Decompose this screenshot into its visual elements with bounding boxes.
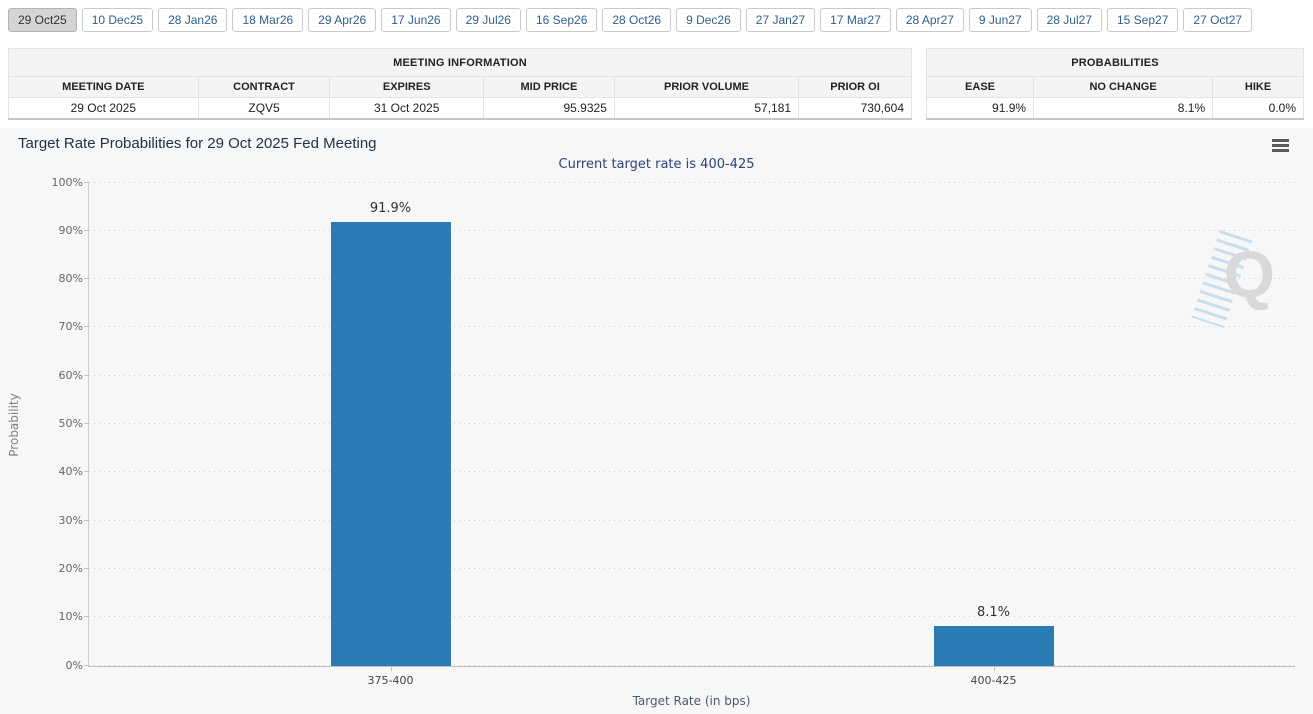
- meeting-tab-29-apr26[interactable]: 29 Apr26: [308, 8, 377, 32]
- meeting-tab-15-sep27[interactable]: 15 Sep27: [1107, 8, 1179, 32]
- prior-oi-value: 730,604: [798, 97, 912, 119]
- gridline: [89, 471, 1295, 473]
- gridline: [89, 664, 1295, 666]
- meeting-tab-28-jan26[interactable]: 28 Jan26: [158, 8, 228, 32]
- bar-value-label: 8.1%: [976, 605, 1011, 621]
- y-axis-tick-label: 30%: [58, 513, 83, 527]
- col-ease: EASE: [925, 76, 1035, 98]
- bar-375-400[interactable]: [330, 221, 451, 666]
- y-axis-tick: [84, 519, 89, 521]
- ease-value: 91.9%: [925, 97, 1035, 119]
- expires-value: 31 Oct 2025: [329, 97, 484, 119]
- col-no-change: NO CHANGE: [1033, 76, 1214, 98]
- gridline: [89, 278, 1295, 280]
- bar-400-425[interactable]: [933, 626, 1054, 666]
- col-contract: CONTRACT: [197, 76, 331, 98]
- gridline: [89, 326, 1295, 328]
- col-prior-volume: PRIOR VOLUME: [613, 76, 800, 98]
- x-axis-title: Target Rate (in bps): [632, 693, 751, 708]
- y-axis-tick-label: 40%: [58, 465, 83, 479]
- col-hike: HIKE: [1212, 76, 1304, 98]
- gridline: [89, 567, 1295, 569]
- y-axis-tick-label: 10%: [58, 610, 83, 624]
- y-axis-tick-label: 50%: [58, 417, 83, 430]
- meeting-information-table: MEETING INFORMATION MEETING DATE CONTRAC…: [8, 48, 912, 120]
- y-axis-tick-label: 80%: [58, 272, 83, 286]
- y-axis-tick: [84, 664, 89, 666]
- y-axis-tick: [84, 423, 89, 424]
- y-axis-tick-label: 90%: [58, 223, 83, 237]
- y-axis-tick: [84, 229, 89, 231]
- no-change-value: 8.1%: [1033, 97, 1214, 119]
- probabilities-title: PROBABILITIES: [926, 48, 1304, 77]
- gridline: [89, 374, 1295, 376]
- probabilities-row: 91.9% 8.1% 0.0%: [925, 97, 1304, 119]
- gridline: [89, 519, 1295, 521]
- meeting-tab-28-oct26[interactable]: 28 Oct26: [602, 8, 672, 32]
- meeting-date-value: 29 Oct 2025: [8, 97, 199, 119]
- hamburger-menu-icon[interactable]: [1272, 138, 1289, 154]
- x-axis-tick: [993, 665, 995, 671]
- col-meeting-date: MEETING DATE: [8, 76, 199, 98]
- meeting-tab-28-apr27[interactable]: 28 Apr27: [895, 8, 964, 32]
- chart-title: Target Rate Probabilities for 29 Oct 202…: [18, 134, 377, 152]
- meeting-information-title: MEETING INFORMATION: [8, 48, 912, 77]
- prior-volume-value: 57,181: [613, 97, 800, 119]
- meeting-tab-16-sep26[interactable]: 16 Sep26: [525, 8, 598, 32]
- mid-price-value: 95.9325: [482, 97, 615, 119]
- meeting-tab-17-jun26[interactable]: 17 Jun26: [381, 8, 451, 32]
- y-axis-tick: [84, 278, 89, 280]
- meeting-tab-27-oct27[interactable]: 27 Oct27: [1183, 8, 1253, 32]
- y-axis-tick-label: 100%: [51, 175, 83, 189]
- meeting-tab-bar: 29 Oct25 10 Dec25 28 Jan26 18 Mar26 29 Apr26…: [0, 0, 1313, 32]
- y-axis-tick: [84, 374, 89, 376]
- x-axis-tick: [390, 665, 392, 671]
- y-axis-tick-label: 0%: [65, 658, 83, 672]
- hike-value: 0.0%: [1212, 97, 1304, 119]
- meeting-tab-28-jul27[interactable]: 28 Jul27: [1036, 8, 1102, 32]
- meeting-tab-29-oct25[interactable]: 29 Oct25: [8, 8, 77, 32]
- col-prior-oi: PRIOR OI: [798, 76, 912, 98]
- watermark-q-icon: Q: [1223, 236, 1275, 311]
- chart-subtitle: Current target rate is 400-425: [558, 156, 755, 172]
- summary-tables-row: MEETING INFORMATION MEETING DATE CONTRAC…: [0, 32, 1313, 120]
- x-axis-category-label: 400-425: [970, 673, 1017, 687]
- y-axis-tick: [84, 181, 89, 183]
- x-axis-category-label: 375-400: [367, 673, 414, 687]
- gridline: [89, 423, 1295, 424]
- meeting-tab-29-jul26[interactable]: 29 Jul26: [455, 8, 521, 32]
- y-axis-tick-label: 20%: [58, 561, 83, 575]
- bar-value-label: 91.9%: [369, 200, 412, 216]
- y-axis-tick: [84, 326, 89, 328]
- meeting-tab-10-dec25[interactable]: 10 Dec25: [81, 8, 154, 32]
- contract-value: ZQV5: [197, 97, 331, 119]
- y-axis-tick-label: 60%: [58, 368, 83, 382]
- quikstrike-watermark: Q: [1191, 229, 1275, 328]
- meeting-tab-9-jun27[interactable]: 9 Jun27: [968, 8, 1032, 32]
- y-axis-tick: [84, 616, 89, 618]
- col-expires: EXPIRES: [329, 76, 484, 98]
- meeting-tab-17-mar27[interactable]: 17 Mar27: [820, 8, 891, 32]
- probabilities-table: PROBABILITIES EASE NO CHANGE HIKE 91.9% …: [925, 48, 1304, 120]
- y-axis-tick: [84, 567, 89, 569]
- y-axis-tick-label: 70%: [58, 320, 83, 334]
- meeting-tab-9-dec26[interactable]: 9 Dec26: [676, 8, 741, 32]
- meeting-tab-18-mar26[interactable]: 18 Mar26: [232, 8, 304, 32]
- y-axis-tick: [84, 471, 89, 473]
- meeting-information-row: 29 Oct 2025 ZQV5 31 Oct 2025 95.9325 57,…: [8, 97, 912, 119]
- plot-area: Q 0% 10% 20% 30% 40% 50% 60% 70% 80% 90% 100% 91.9%…: [52, 176, 1295, 687]
- col-mid-price: MID PRICE: [482, 76, 615, 98]
- gridline: [89, 229, 1295, 231]
- meeting-tab-27-jan27[interactable]: 27 Jan27: [745, 8, 816, 32]
- gridline: [89, 616, 1295, 618]
- target-rate-chart-panel: Target Rate Probabilities for 29 Oct 202…: [0, 127, 1313, 714]
- gridline: [89, 181, 1295, 183]
